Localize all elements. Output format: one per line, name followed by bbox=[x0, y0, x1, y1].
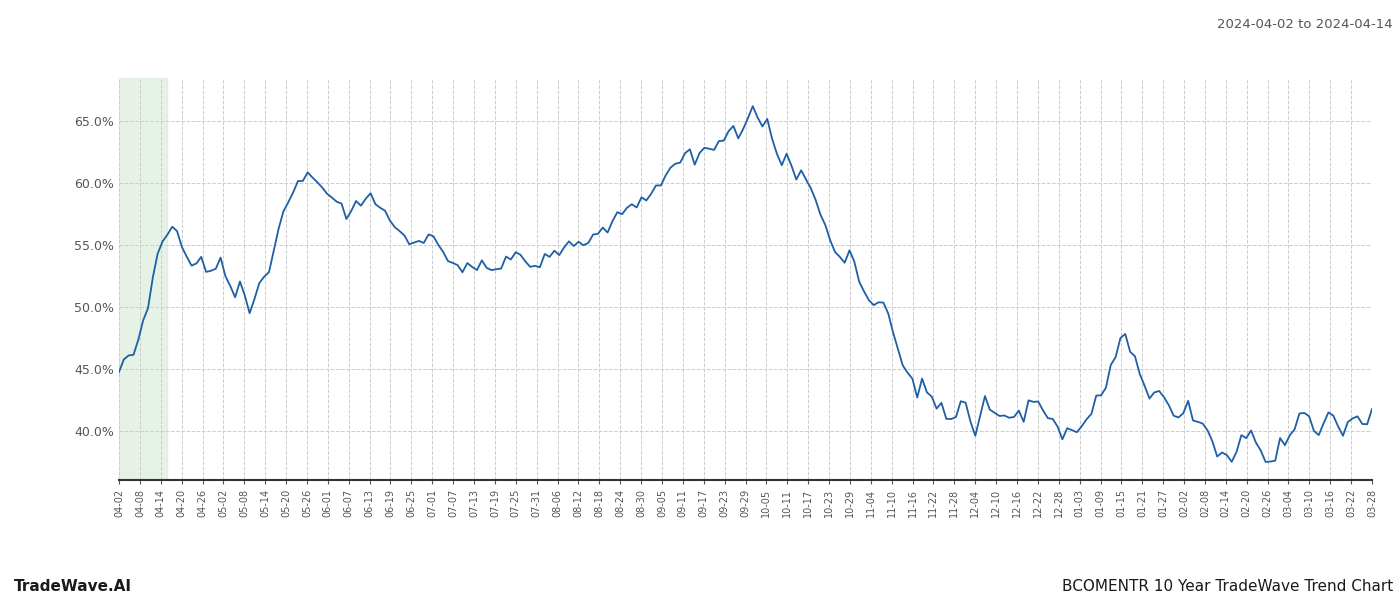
Bar bbox=[119, 78, 168, 480]
Text: 2024-04-02 to 2024-04-14: 2024-04-02 to 2024-04-14 bbox=[1218, 18, 1393, 31]
Text: TradeWave.AI: TradeWave.AI bbox=[14, 579, 132, 594]
Text: BCOMENTR 10 Year TradeWave Trend Chart: BCOMENTR 10 Year TradeWave Trend Chart bbox=[1061, 579, 1393, 594]
